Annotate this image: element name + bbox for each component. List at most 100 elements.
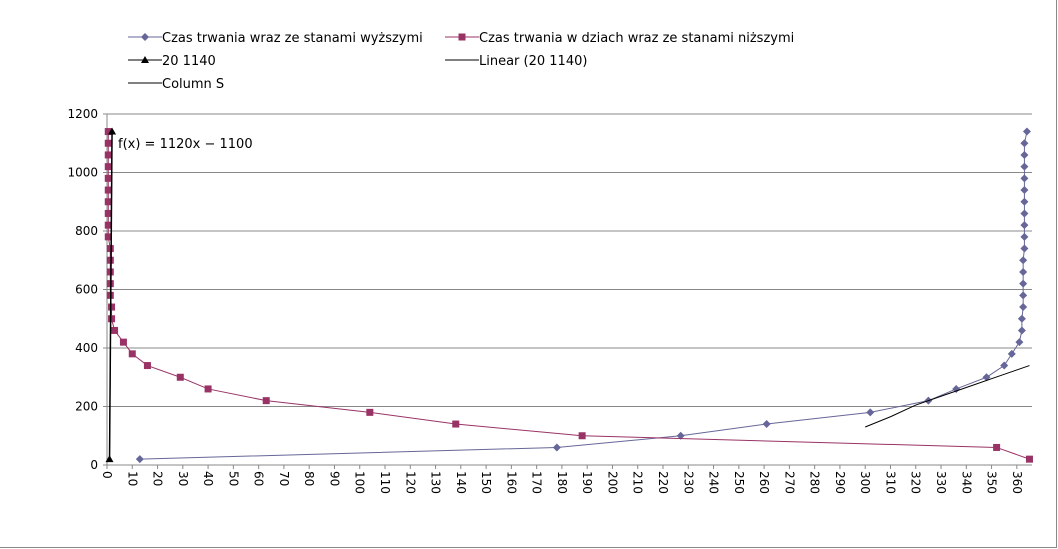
square-marker [104,174,112,182]
legend-label: 20 1140 [162,54,216,69]
diamond-marker [1020,186,1029,195]
x-tick-label: 180 [555,471,569,494]
y-tick-label: 200 [75,400,98,414]
x-tick-label: 50 [226,471,240,486]
square-marker [366,408,374,416]
diamond-marker [1020,162,1029,171]
x-tick-label: 110 [378,471,392,494]
diamond-marker [762,420,771,429]
x-tick-label: 220 [656,471,670,494]
x-tick-label: 40 [201,471,215,486]
x-tick-label: 90 [327,471,341,486]
x-tick-label: 340 [959,471,973,494]
diamond-marker [1022,127,1031,136]
series-line-3 [108,131,113,460]
y-tick-label: 1000 [67,166,98,180]
square-marker [993,443,1001,451]
diamond-marker [1000,361,1009,370]
y-tick-label: 800 [75,224,98,238]
y-tick-label: 600 [75,283,98,297]
square-marker [104,128,112,136]
x-tick-label: 160 [504,471,518,494]
square-marker [143,362,151,370]
legend-label: Czas trwania wraz ze stanami wyższymi [162,31,423,46]
diamond-marker [1019,303,1028,312]
legend-label: Column S [162,77,224,92]
square-marker [104,198,112,206]
square-marker [578,432,586,440]
diamond-marker [1020,221,1029,230]
square-marker [176,373,184,381]
triangle-marker [108,127,117,135]
diamond-marker [552,443,561,452]
x-tick-label: 290 [833,471,847,494]
x-tick-label: 60 [252,471,266,486]
diamond-marker [1020,150,1029,159]
diamond-marker [1020,244,1029,253]
series-line-1 [107,131,1030,460]
square-marker [104,233,112,241]
x-tick-label: 20 [151,471,165,486]
x-tick-label: 320 [909,471,923,494]
x-tick-label: 260 [757,471,771,494]
diamond-marker [141,33,149,41]
x-tick-label: 360 [1010,471,1024,494]
square-marker [106,245,114,253]
y-tick-label: 1200 [67,107,98,121]
square-marker [104,151,112,159]
series-line-0 [139,131,1028,460]
square-marker [262,397,270,405]
square-marker [128,350,136,358]
square-marker [104,186,112,194]
x-tick-label: 100 [353,471,367,494]
series-line-4 [865,365,1030,428]
diamond-marker [952,384,961,393]
square-marker [1025,455,1033,463]
x-tick-label: 230 [681,471,695,494]
square-marker [104,221,112,229]
x-tick-label: 330 [934,471,948,494]
square-marker [452,420,460,428]
diamond-marker [135,455,144,464]
x-tick-label: 150 [479,471,493,494]
x-tick-label: 310 [883,471,897,494]
square-marker [119,338,127,346]
triangle-marker [141,56,149,63]
x-tick-label: 240 [707,471,721,494]
x-tick-label: 120 [403,471,417,494]
diamond-marker [1007,349,1016,358]
legend-label: Czas trwania w dziach wraz ze stanami ni… [479,31,794,46]
trendline-equation: f(x) = 1120x − 1100 [118,137,253,152]
y-tick-label: 0 [90,458,98,472]
square-marker [108,303,116,311]
diamond-marker [1019,291,1028,300]
x-tick-label: 80 [302,471,316,486]
square-marker [111,326,119,334]
x-tick-label: 250 [732,471,746,494]
x-tick-label: 70 [277,471,291,486]
diamond-marker [1020,209,1029,218]
diamond-marker [1020,139,1029,148]
diamond-marker [1019,267,1028,276]
square-marker [458,33,466,41]
x-tick-label: 10 [125,471,139,486]
square-marker [104,209,112,217]
diamond-marker [1015,338,1024,347]
diamond-marker [1020,197,1029,206]
x-tick-label: 200 [605,471,619,494]
legend-label: Linear (20 1140) [479,54,587,69]
square-marker [104,139,112,147]
diamond-marker [1017,314,1026,323]
square-marker [204,385,212,393]
x-tick-label: 270 [782,471,796,494]
x-tick-label: 350 [985,471,999,494]
x-tick-label: 30 [176,471,190,486]
diamond-marker [1020,232,1029,241]
square-marker [108,315,116,323]
square-marker [106,256,114,264]
diamond-marker [866,408,875,417]
x-tick-label: 190 [580,471,594,494]
diamond-marker [1019,256,1028,265]
